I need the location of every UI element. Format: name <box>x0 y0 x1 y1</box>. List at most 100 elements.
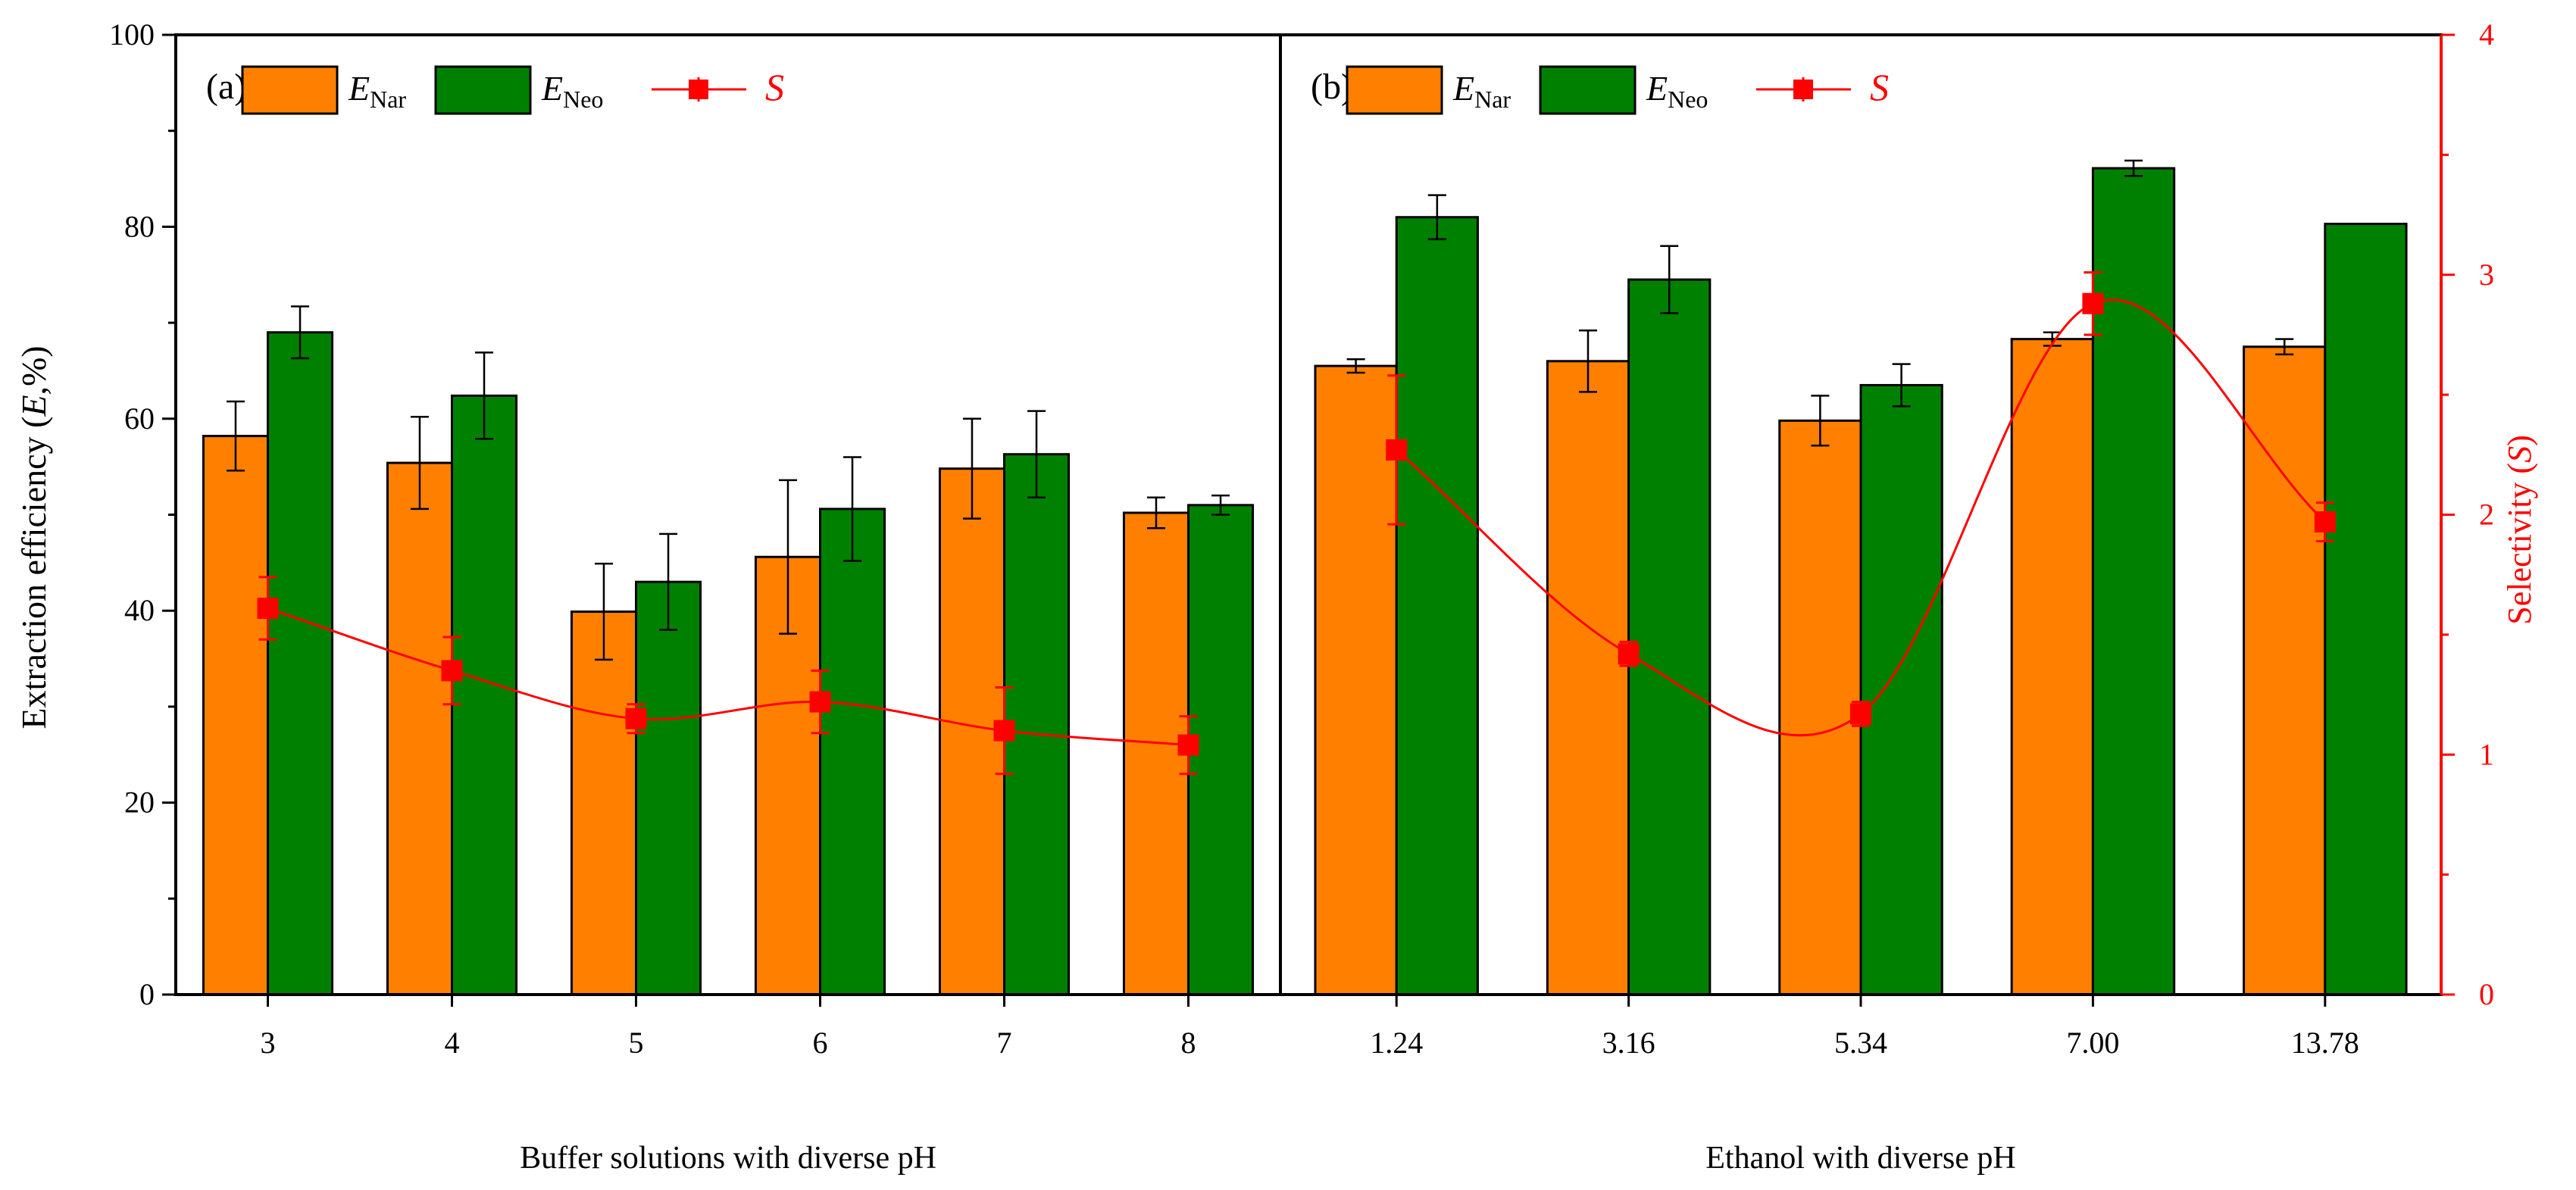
panel-a-errorbar-neo-6 <box>843 456 862 562</box>
panel-a-bar-nar-8 <box>1122 511 1190 996</box>
legend-label-nar: ENar <box>1452 69 1511 113</box>
y-axis-title: Extraction efficiency (E,%) <box>14 345 53 729</box>
panel-b-errorbar-nar-5.34 <box>1811 395 1830 447</box>
panel-a-bar-neo-4 <box>451 394 518 996</box>
panel-a-selectivity-curve <box>267 607 1189 747</box>
y2-tick-label: 4 <box>2479 17 2494 52</box>
panel-b-x-tick-label: 1.24 <box>1370 1026 1423 1060</box>
panel-a-errorbar-neo-7 <box>1027 410 1046 498</box>
panel-b-selectivity-point-3.16 <box>1618 643 1640 665</box>
panel-a-errorbar-neo-4 <box>475 351 494 440</box>
panel-b-bar-nar-13.78 <box>2243 345 2327 996</box>
panel-b-bar-neo-13.78 <box>2324 223 2408 996</box>
legend-label-nar-sub: Nar <box>370 86 406 113</box>
panel-a-errorbar-neo-3 <box>291 305 310 360</box>
panel-b-legend: ENar ENeo S <box>1346 65 1889 115</box>
legend-swatch-sel-marker <box>689 80 708 99</box>
legend-swatch-nar <box>241 65 339 115</box>
panel-a-bar-neo-3 <box>267 331 334 996</box>
legend-swatch-nar <box>1346 65 1443 115</box>
bars-layer <box>202 159 2408 996</box>
panel-a-errorbar-neo-5 <box>659 533 678 631</box>
panel-b-x-tick-label: 5.34 <box>1834 1026 1887 1060</box>
panel-a-x-tick-label: 8 <box>1181 1026 1196 1060</box>
panel-a-errorbar-nar-8 <box>1146 496 1165 529</box>
legend-label-neo-base: E <box>541 69 563 108</box>
panel-a-bar-nar-3 <box>202 435 270 996</box>
y2-tick-label: 3 <box>2479 258 2494 292</box>
panel-b-bar-neo-5.34 <box>1859 383 1943 996</box>
y-tick-label: 20 <box>124 786 155 820</box>
panel-b-selectivity-point-1.24 <box>1386 439 1408 461</box>
axes-layer <box>162 33 2455 1007</box>
panel-a-selectivity-point-7 <box>993 720 1015 742</box>
panel-b-bar-nar-3.16 <box>1546 360 1630 996</box>
y2-axis-title-prefix: Selectivity ( <box>2501 463 2538 625</box>
panel-b-selectivity-point-13.78 <box>2314 511 2336 533</box>
y-tick-label: 0 <box>139 977 155 1011</box>
y-axis-title-symbol: E <box>14 395 53 417</box>
y-tick-label: 80 <box>124 209 155 243</box>
legend-swatch-sel-marker <box>1793 80 1813 99</box>
panel-a-bar-neo-7 <box>1003 453 1071 996</box>
panel-a-errorbar-nar-4 <box>410 416 429 511</box>
legend-label-neo-sub: Neo <box>1668 86 1708 113</box>
panel-b-x-tick-label: 3.16 <box>1602 1026 1655 1060</box>
panel-a-x-axis-title: Buffer solutions with diverse pH <box>520 1141 936 1176</box>
legend-label-sel: S <box>765 66 784 108</box>
panel-a-x-tick-label: 4 <box>445 1026 460 1060</box>
panel-b-bar-nar-7.00 <box>2010 338 2094 996</box>
panel-b-bar-neo-3.16 <box>1627 278 1712 996</box>
legend-label-neo: ENeo <box>1646 69 1708 113</box>
panel-a-selectivity-point-3 <box>257 598 279 620</box>
panel-a-errorbar-nar-3 <box>226 400 245 472</box>
y2-tick-label: 2 <box>2479 498 2494 532</box>
legend-swatch-neo <box>1539 65 1637 115</box>
panel-a-selectivity-point-5 <box>625 707 647 729</box>
panel-a-errorbar-nar-5 <box>594 562 613 661</box>
panel-a-bar-neo-5 <box>635 580 702 996</box>
y2-tick-label: 0 <box>2479 977 2494 1011</box>
panel-b-selectivity-point-5.34 <box>1850 703 1871 725</box>
panel-b-errorbar-neo-3.16 <box>1660 245 1679 314</box>
panel-a-x-tick-label: 6 <box>813 1026 828 1060</box>
legend-label-neo-sub: Neo <box>563 86 603 113</box>
panel-b-errorbar-nar-1.24 <box>1346 358 1365 374</box>
panel-b-selectivity-curve <box>1396 298 2326 737</box>
legend-label-sel: S <box>1870 66 1889 108</box>
selectivity-layer <box>257 271 2336 776</box>
panel-b-errorbar-neo-7.00 <box>2124 159 2143 177</box>
y-tick-label: 60 <box>124 401 155 436</box>
panel-b-bar-nar-5.34 <box>1778 419 1862 996</box>
y2-axis-title: Selectivity (S) <box>2501 435 2538 625</box>
panel-b-x-tick-label: 7.00 <box>2066 1026 2119 1060</box>
legend-label-neo-base: E <box>1646 69 1668 108</box>
panel-b-errorbar-neo-5.34 <box>1892 363 1911 408</box>
legend-label-nar: ENar <box>348 69 406 113</box>
legend-label-nar-sub: Nar <box>1474 86 1511 113</box>
panel-a-x-tick-label: 3 <box>261 1026 276 1060</box>
panel-b-errorbar-neo-1.24 <box>1427 194 1446 241</box>
legend-label-neo: ENeo <box>541 69 603 113</box>
y-tick-label: 100 <box>109 17 155 52</box>
panel-a-errorbar-nar-7 <box>962 417 981 520</box>
panel-a-bar-nar-5 <box>570 610 638 996</box>
panel-a-bar-nar-7 <box>938 467 1005 996</box>
panel-a-errorbar-neo-8 <box>1211 494 1230 516</box>
legend-label-nar-base: E <box>1452 69 1474 108</box>
panel-b-errorbar-nar-3.16 <box>1578 329 1597 393</box>
y2-tick-label: 1 <box>2479 737 2494 771</box>
panel-a-label: (a) <box>206 67 246 107</box>
y2-axis-title-suffix: ) <box>2501 435 2538 446</box>
panel-b-x-axis-title: Ethanol with diverse pH <box>1705 1141 2015 1176</box>
panel-b-x-tick-label: 13.78 <box>2291 1026 2359 1060</box>
panel-b-bar-neo-1.24 <box>1395 216 1479 996</box>
y2-axis-title-symbol: S <box>2501 446 2538 463</box>
panel-a-selectivity-point-8 <box>1177 734 1199 756</box>
panel-a-legend: ENar ENeo S <box>241 65 784 115</box>
panel-a-x-tick-label: 7 <box>997 1026 1012 1060</box>
legend-label-nar-base: E <box>348 69 370 108</box>
legend-swatch-neo <box>434 65 532 115</box>
